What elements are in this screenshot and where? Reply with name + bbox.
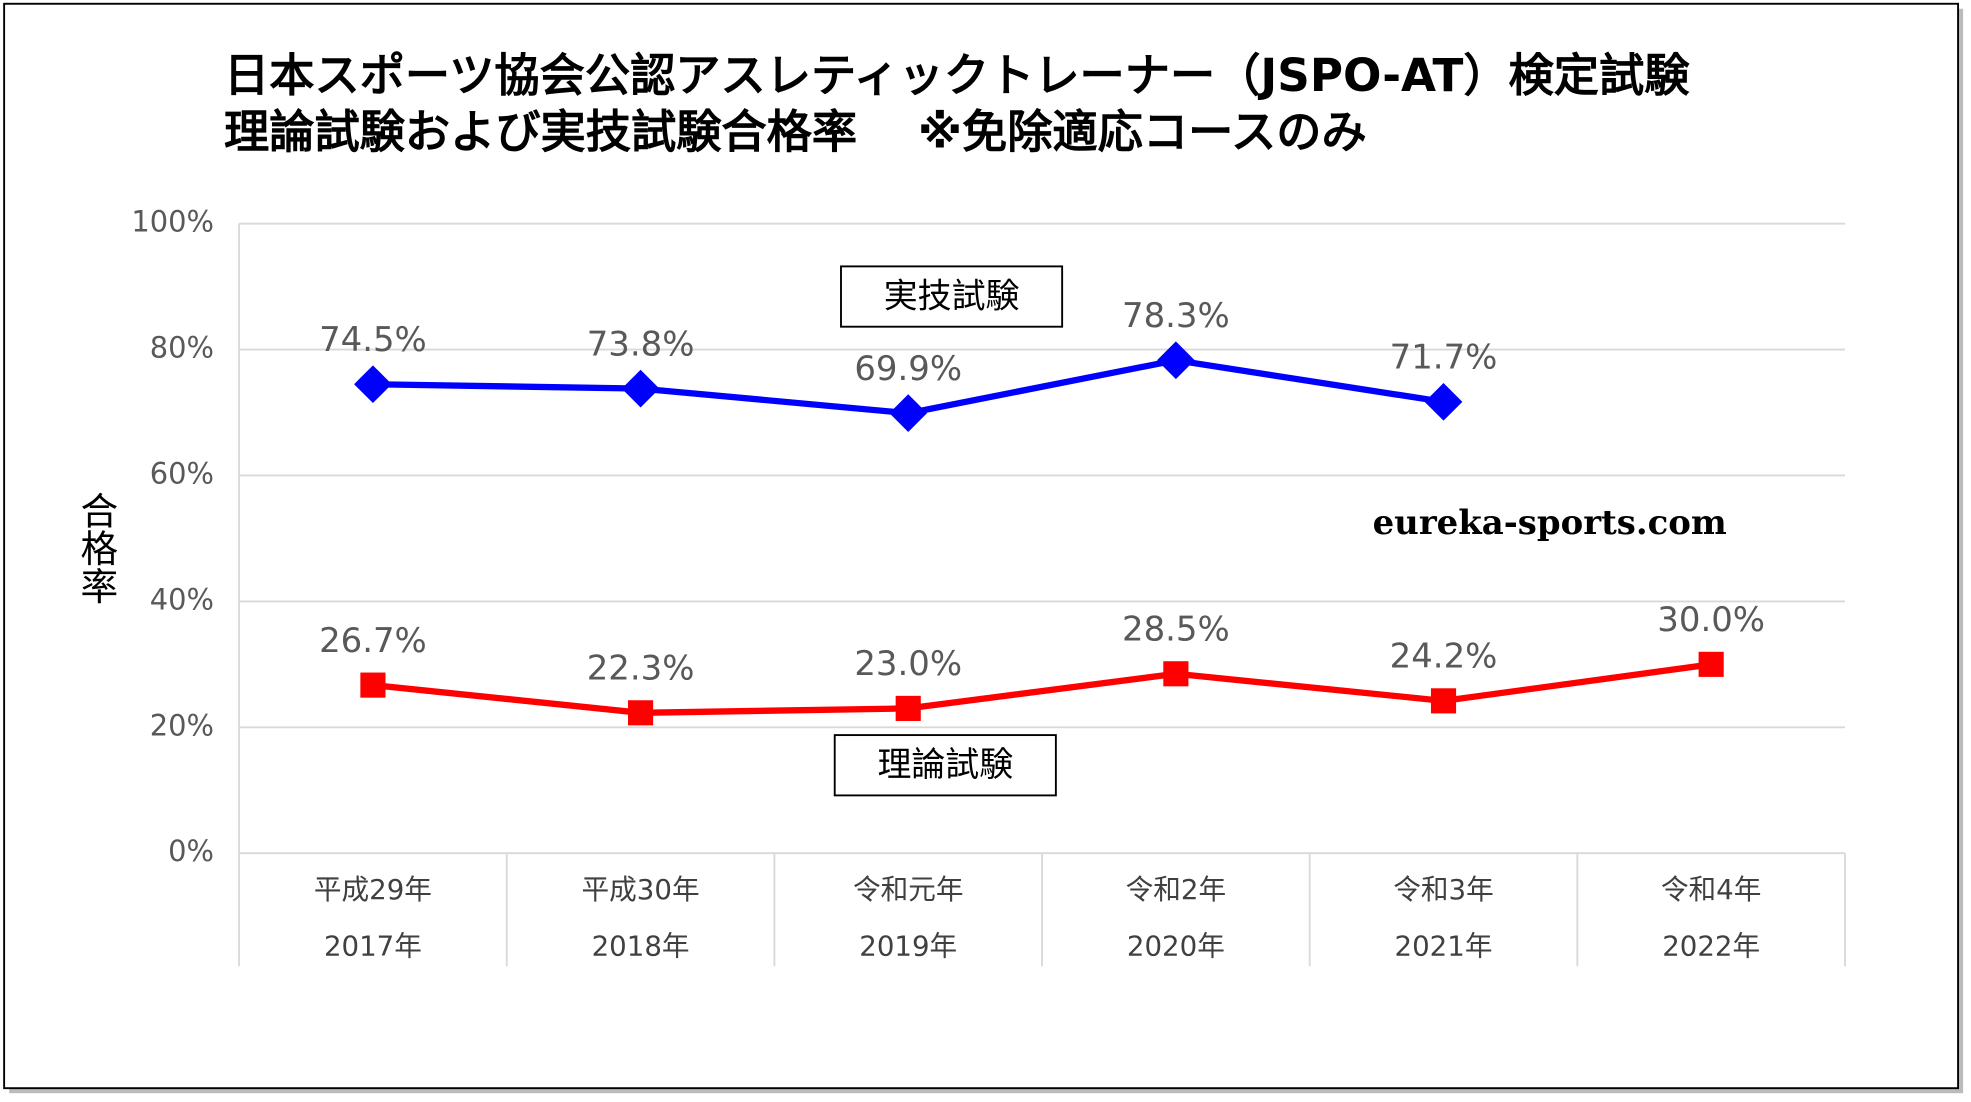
x-tick-label: 令和4年 (1661, 873, 1761, 906)
chart-title: 日本スポーツ協会公認アスレティックトレーナー（JSPO-AT）検定試験 (224, 49, 1690, 102)
frame (3, 2, 1960, 1090)
marker (628, 700, 654, 726)
data-label: 30.0% (1657, 600, 1765, 639)
x-tick-label: 令和元年 (853, 873, 964, 906)
data-label: 22.3% (587, 649, 695, 688)
x-tick-label: 2017年 (324, 929, 422, 962)
series-label-box (840, 265, 1064, 328)
data-label: 69.9% (854, 349, 962, 388)
marker (895, 695, 921, 721)
y-axis-label: 合格率 (74, 491, 118, 604)
legend-entry: 実技試験 (884, 276, 1020, 315)
marker (1430, 688, 1457, 714)
data-label: 71.7% (1390, 338, 1498, 377)
y-tick-label: 100% (131, 205, 214, 239)
data-label: 23.0% (854, 644, 962, 683)
x-tick-label: 2018年 (592, 929, 690, 962)
legend-entry: 理論試験 (877, 745, 1013, 784)
x-tick-label: 2021年 (1395, 929, 1493, 962)
marker (889, 394, 928, 433)
y-tick-label: 20% (150, 708, 214, 742)
y-tick-label: 80% (150, 331, 214, 365)
data-label: 28.5% (1122, 610, 1230, 649)
x-tick-label: 平成29年 (314, 873, 432, 906)
marker (621, 369, 660, 408)
y-tick-label: 0% (168, 834, 214, 868)
x-tick-label: 2020年 (1127, 929, 1225, 962)
chart-subtitle: 理論試験および実技試験合格率 ※免除適応コースのみ (224, 106, 1367, 159)
x-tick-label: 2022年 (1662, 929, 1760, 962)
x-tick-label: 令和3年 (1393, 873, 1493, 906)
y-tick-label: 40% (150, 582, 214, 616)
series-line (372, 661, 1712, 716)
x-tick-label: 令和2年 (1126, 873, 1226, 906)
watermark: eureka-sports.com (1373, 502, 1727, 542)
marker (1698, 651, 1724, 677)
data-label: 74.5% (319, 320, 427, 359)
marker (1157, 341, 1195, 380)
data-label: 78.3% (1122, 296, 1230, 335)
x-tick-label: 2019年 (859, 929, 957, 962)
data-label: 24.2% (1390, 637, 1498, 676)
series-label-box (833, 734, 1057, 797)
y-tick-label: 60% (150, 456, 214, 490)
marker (360, 672, 386, 698)
x-tick-label: 平成30年 (582, 873, 700, 906)
marker (1163, 661, 1189, 687)
data-label: 26.7% (319, 621, 427, 660)
marker (354, 365, 392, 404)
data-label: 73.8% (587, 324, 695, 363)
